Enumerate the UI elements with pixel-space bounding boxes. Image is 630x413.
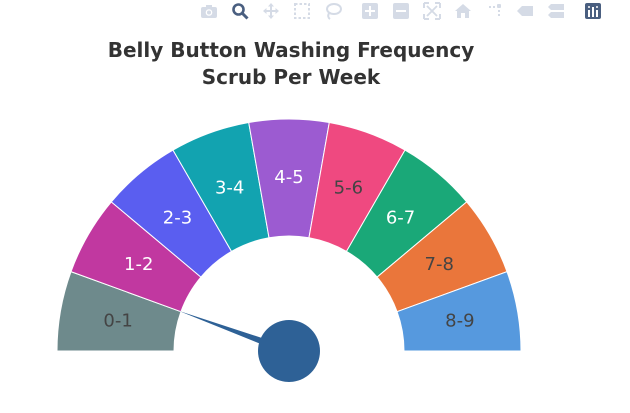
gauge-label-0-1: 0-1 (103, 310, 132, 331)
zoom-icon[interactable] (229, 0, 251, 22)
lasso-select-icon[interactable] (322, 0, 344, 22)
gauge-label-7-8: 7-8 (425, 254, 454, 275)
gauge-label-8-9: 8-9 (445, 310, 474, 331)
hover-closest-icon[interactable] (514, 0, 536, 22)
spike-lines-icon[interactable] (483, 0, 505, 22)
gauge-label-2-3: 2-3 (163, 208, 192, 229)
gauge-needle-hub (258, 320, 320, 382)
zoom-out-icon[interactable] (390, 0, 412, 22)
gauge-label-1-2: 1-2 (124, 254, 153, 275)
camera-icon[interactable] (198, 0, 220, 22)
gauge-slice-8-9 (396, 271, 522, 352)
reset-axes-icon[interactable] (452, 0, 474, 22)
gauge-label-3-4: 3-4 (215, 177, 244, 198)
chart-title-line1: Belly Button Washing Frequency (107, 38, 475, 62)
pan-icon[interactable] (260, 0, 282, 22)
hover-compare-icon[interactable] (545, 0, 567, 22)
gauge-label-5-6: 5-6 (334, 177, 363, 198)
autoscale-icon[interactable] (421, 0, 443, 22)
chart-title-line2: Scrub Per Week (201, 65, 381, 89)
gauge-label-6-7: 6-7 (386, 208, 415, 229)
gauge-label-4-5: 4-5 (274, 167, 303, 188)
zoom-in-icon[interactable] (359, 0, 381, 22)
chart-title: Belly Button Washing Frequency Scrub Per… (0, 37, 582, 91)
box-select-icon[interactable] (291, 0, 313, 22)
plotly-logo-icon[interactable] (582, 0, 604, 22)
modebar (198, 0, 613, 22)
